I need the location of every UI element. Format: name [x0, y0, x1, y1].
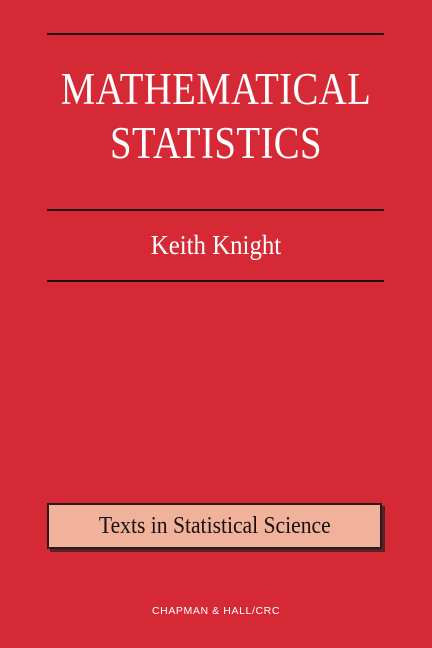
series-box: Texts in Statistical Science [47, 503, 382, 549]
author-name: Keith Knight [150, 230, 282, 260]
title-line-1: MATHEMATICAL [60, 64, 372, 114]
publisher-name: CHAPMAN & HALL/CRC [151, 605, 281, 617]
top-divider [47, 33, 384, 35]
bottom-divider [47, 280, 384, 282]
series-title: Texts in Statistical Science [98, 513, 331, 539]
book-title: MATHEMATICAL STATISTICS [0, 62, 432, 170]
title-line-2: STATISTICS [110, 118, 322, 168]
middle-divider [47, 209, 384, 211]
